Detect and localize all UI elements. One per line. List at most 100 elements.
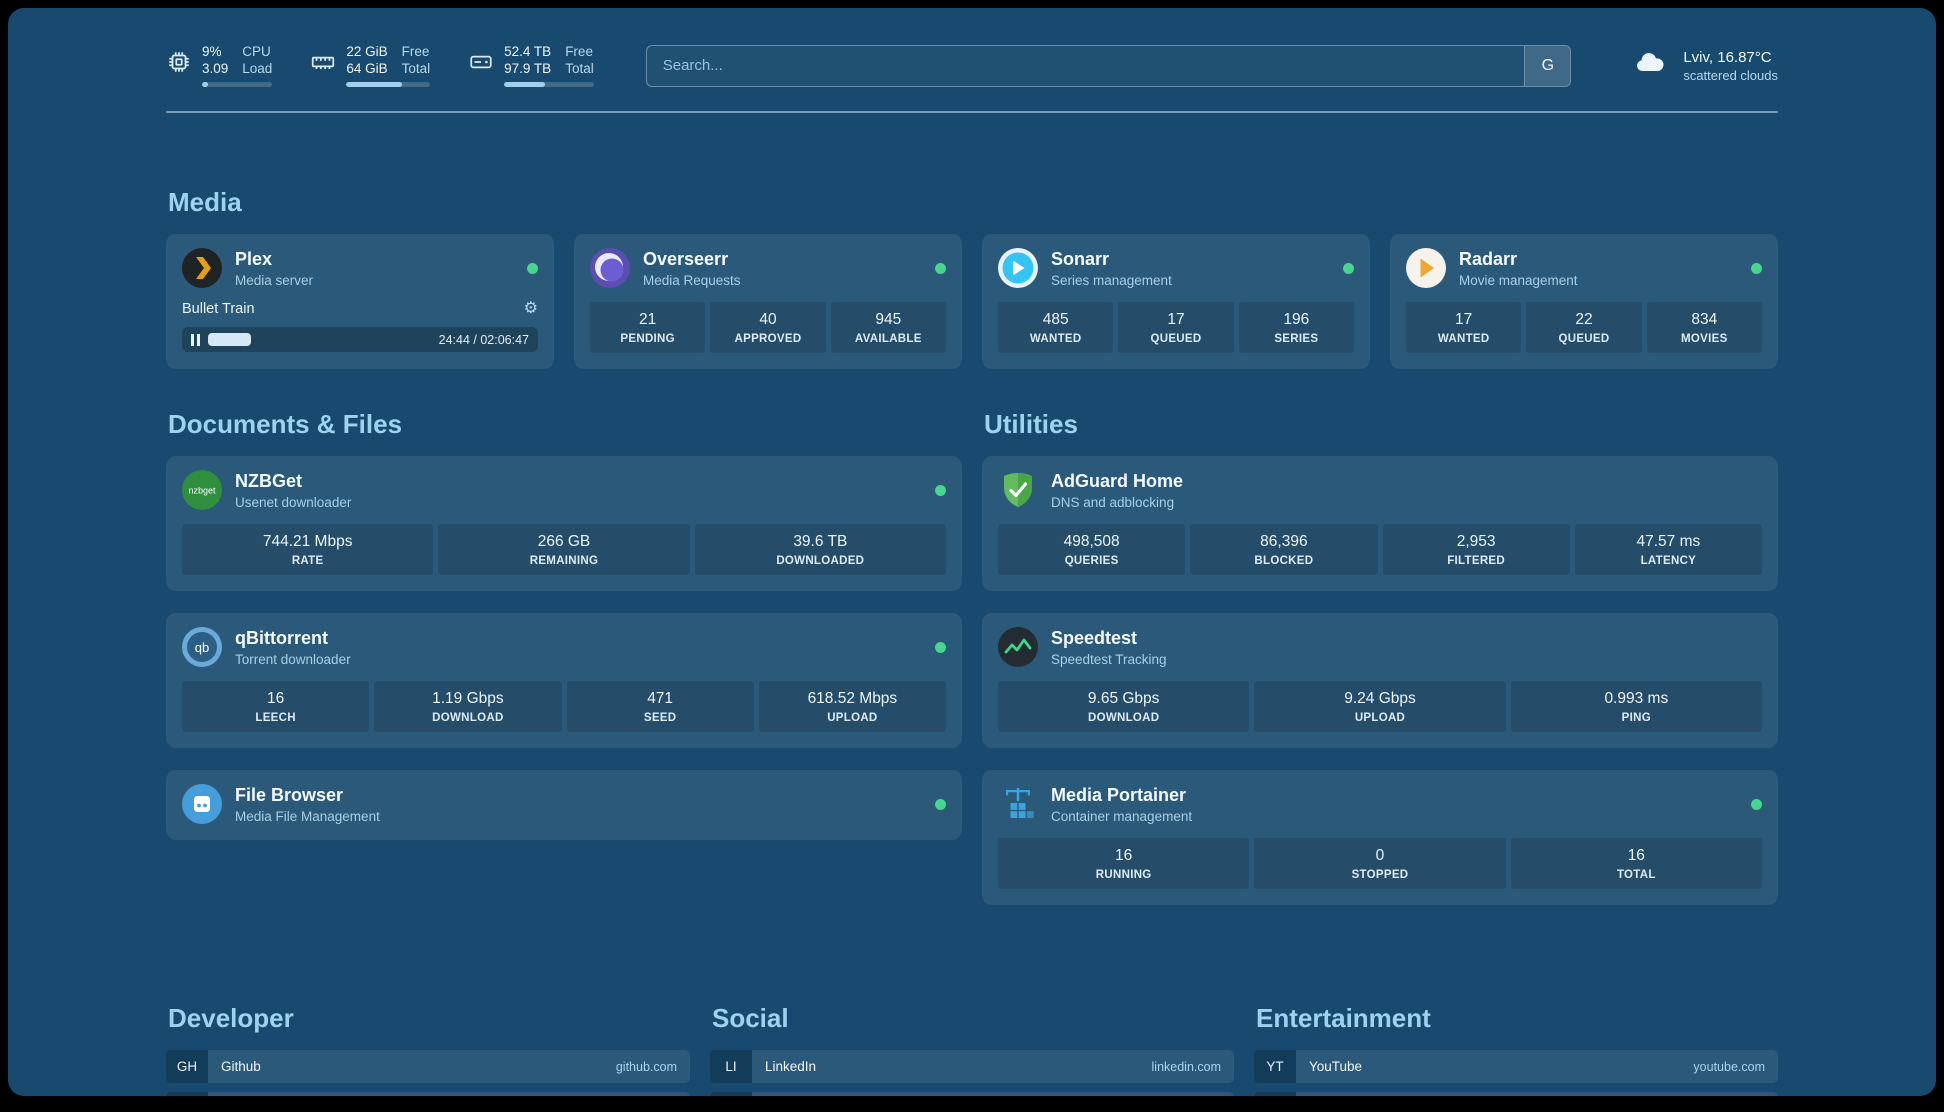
topbar: 9% CPU 3.09 Load 22 GiB Free (166, 44, 1778, 87)
stat-value: 17 (1455, 311, 1473, 328)
stat-pending: 21 PENDING (590, 302, 706, 353)
stat-label: PING (1621, 712, 1651, 724)
stat-label: QUEUED (1558, 333, 1610, 345)
status-dot (935, 798, 946, 810)
bookmark-name: Github (221, 1059, 261, 1074)
portainer-card[interactable]: Media Portainer Container management 16 … (982, 770, 1778, 905)
stat-value: 618.52 Mbps (807, 690, 898, 707)
sonarr-card[interactable]: Sonarr Series management 485 WANTED 17 Q… (982, 234, 1370, 369)
stat-download: 1.19 Gbps DOWNLOAD (374, 681, 562, 732)
search-provider-button[interactable]: G (1524, 45, 1571, 86)
bookmark-twitter[interactable]: TW Twitter twitter.com (710, 1092, 1234, 1096)
cpu-load-label: Load (242, 61, 273, 76)
cpu-load-value: 3.09 (202, 61, 229, 76)
stat-value: 16 (1627, 847, 1645, 864)
disk-total-label: Total (565, 61, 594, 76)
filebrowser-icon (182, 784, 222, 824)
stat-label: FILTERED (1447, 555, 1506, 567)
status-dot (935, 641, 946, 653)
bookmark-github[interactable]: GH Github github.com (166, 1050, 690, 1083)
disk-progress-bar (504, 82, 594, 87)
stat-label: WANTED (1029, 333, 1082, 345)
nzbget-stats: 744.21 Mbps RATE 266 GB REMAINING 39.6 T… (182, 524, 946, 575)
stat-queued: 17 QUEUED (1118, 302, 1234, 353)
stat-label: DOWNLOAD (432, 712, 504, 724)
memory-total-value: 64 GiB (346, 61, 388, 76)
adguard-card[interactable]: AdGuard Home DNS and adblocking 498,508 … (982, 456, 1778, 591)
stat-latency: 47.57 ms LATENCY (1574, 524, 1762, 575)
memory-body: 22 GiB Free 64 GiB Total (346, 44, 431, 87)
status-dot (1751, 798, 1762, 810)
overseerr-card[interactable]: Overseerr Media Requests 21 PENDING 40 A… (574, 234, 962, 369)
stat-value: 47.57 ms (1636, 533, 1701, 550)
stat-label: UPLOAD (827, 712, 878, 724)
stat-seed: 471 SEED (566, 681, 754, 732)
bookmark-url: github.com (615, 1059, 677, 1074)
stat-label: RUNNING (1095, 869, 1152, 881)
bookmark-stackoverflow[interactable]: SO StackOverflow stackoverflow.com (166, 1092, 690, 1096)
stat-remaining: 266 GB REMAINING (438, 524, 690, 575)
stat-value: 9.65 Gbps (1087, 690, 1160, 707)
stat-label: APPROVED (734, 333, 802, 345)
stat-wanted: 17 WANTED (1406, 302, 1522, 353)
service-subtitle: Media server (235, 272, 314, 288)
stat-running: 16 RUNNING (998, 838, 1250, 889)
stat-filtered: 2,953 FILTERED (1382, 524, 1570, 575)
disk-body: 52.4 TB Free 97.9 TB Total (504, 44, 594, 87)
status-dot (527, 262, 538, 274)
radarr-icon (1406, 248, 1446, 288)
stat-label: MOVIES (1681, 333, 1728, 345)
stat-rate: 744.21 Mbps RATE (182, 524, 434, 575)
cpu-widget: 9% CPU 3.09 Load (166, 44, 273, 87)
search-input[interactable] (646, 45, 1525, 86)
stat-value: 266 GB (537, 533, 591, 550)
topbar-divider (166, 111, 1778, 113)
bookmark-netflix[interactable]: NF Netflix netflix.com (1254, 1092, 1778, 1096)
stat-label: SERIES (1274, 333, 1319, 345)
stat-value: 22 (1575, 311, 1593, 328)
plex-icon (182, 248, 222, 288)
service-name: File Browser (235, 784, 344, 805)
speedtest-meta: Speedtest Speedtest Tracking (1051, 628, 1167, 667)
status-dot (935, 262, 946, 274)
middle-columns: Documents & Files nzbget NZBGet Usenet d… (166, 409, 1778, 927)
memory-free-label: Free (401, 44, 430, 59)
portainer-meta: Media Portainer Container management (1051, 785, 1192, 824)
radarr-meta: Radarr Movie management (1459, 249, 1578, 288)
stat-ping: 0.993 ms PING (1510, 681, 1762, 732)
service-subtitle: Series management (1051, 272, 1172, 288)
bookmark-abbr: TW (710, 1092, 752, 1096)
nzbget-header: nzbget NZBGet Usenet downloader (182, 470, 946, 510)
radarr-card[interactable]: Radarr Movie management 17 WANTED 22 QUE… (1390, 234, 1778, 369)
pause-icon[interactable] (191, 333, 200, 346)
stat-value: 196 (1283, 311, 1310, 328)
speedtest-icon (998, 627, 1038, 667)
radarr-stats: 17 WANTED 22 QUEUED 834 MOVIES (1406, 302, 1762, 353)
overseerr-header: Overseerr Media Requests (590, 248, 946, 288)
stat-value: 0.993 ms (1604, 690, 1669, 707)
weather-location: Lviv, 16.87°C (1683, 48, 1772, 66)
plex-progress-track[interactable] (208, 333, 431, 346)
bookmark-body: YouTube youtube.com (1296, 1050, 1778, 1083)
qbittorrent-card[interactable]: qb qBittorrent Torrent downloader 16 LEE… (166, 613, 962, 748)
bookmark-url: linkedin.com (1151, 1059, 1221, 1074)
gear-icon[interactable]: ⚙ (523, 300, 538, 317)
media-section-title: Media (168, 187, 242, 217)
filebrowser-card[interactable]: File Browser Media File Management (166, 770, 962, 840)
stat-label: STOPPED (1351, 869, 1409, 881)
service-subtitle: Media Requests (643, 272, 741, 288)
entertainment-group: Entertainment YT YouTube youtube.com NF … (1254, 1003, 1778, 1096)
status-dot (935, 484, 946, 496)
plex-playback-time: 24:44 / 02:06:47 (438, 332, 529, 347)
nzbget-card[interactable]: nzbget NZBGet Usenet downloader 744.21 M… (166, 456, 962, 591)
bookmark-linkedin[interactable]: LI LinkedIn linkedin.com (710, 1050, 1234, 1083)
utilities-section-title: Utilities (984, 409, 1078, 439)
bookmark-youtube[interactable]: YT YouTube youtube.com (1254, 1050, 1778, 1083)
plex-card[interactable]: Plex Media server Bullet Train ⚙ 24:44 /… (166, 234, 554, 369)
speedtest-card[interactable]: Speedtest Speedtest Tracking 9.65 Gbps D… (982, 613, 1778, 748)
plex-header: Plex Media server (182, 248, 538, 288)
service-name: AdGuard Home (1051, 470, 1184, 491)
stat-value: 16 (1115, 847, 1133, 864)
service-name: Speedtest (1051, 627, 1138, 648)
memory-progress-bar (346, 82, 431, 87)
